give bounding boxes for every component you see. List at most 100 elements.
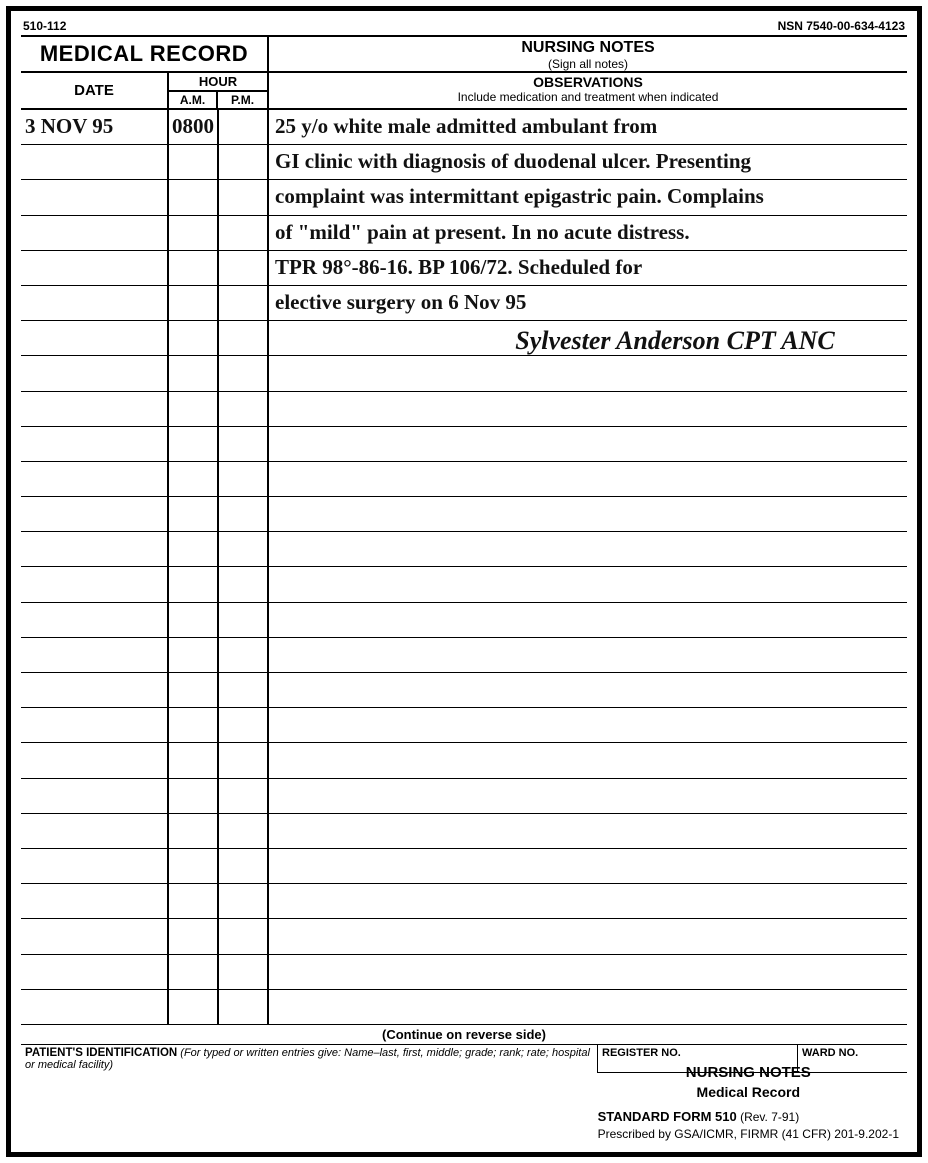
date-cell[interactable] <box>21 849 169 883</box>
obs-cell[interactable]: complaint was intermittant epigastric pa… <box>269 180 907 214</box>
am-cell[interactable] <box>169 532 219 566</box>
pm-cell[interactable] <box>219 532 269 566</box>
pm-cell[interactable] <box>219 849 269 883</box>
pm-cell[interactable] <box>219 392 269 426</box>
am-cell[interactable] <box>169 462 219 496</box>
obs-cell[interactable] <box>269 356 907 390</box>
pm-cell[interactable] <box>219 216 269 250</box>
obs-cell[interactable] <box>269 990 907 1024</box>
obs-cell[interactable] <box>269 708 907 742</box>
date-cell[interactable] <box>21 919 169 953</box>
am-cell[interactable] <box>169 251 219 285</box>
date-cell[interactable] <box>21 356 169 390</box>
pm-cell[interactable] <box>219 145 269 179</box>
pm-cell[interactable] <box>219 110 269 144</box>
pm-cell[interactable] <box>219 462 269 496</box>
pm-cell[interactable] <box>219 286 269 320</box>
am-cell[interactable] <box>169 743 219 777</box>
date-cell[interactable] <box>21 567 169 601</box>
am-cell[interactable] <box>169 814 219 848</box>
date-cell[interactable] <box>21 743 169 777</box>
am-cell[interactable] <box>169 779 219 813</box>
pm-cell[interactable] <box>219 603 269 637</box>
date-cell[interactable] <box>21 286 169 320</box>
pm-cell[interactable] <box>219 779 269 813</box>
date-cell[interactable] <box>21 990 169 1024</box>
obs-cell[interactable] <box>269 392 907 426</box>
obs-cell[interactable] <box>269 849 907 883</box>
date-cell[interactable] <box>21 603 169 637</box>
obs-cell[interactable]: of "mild" pain at present. In no acute d… <box>269 216 907 250</box>
obs-cell[interactable] <box>269 497 907 531</box>
date-cell[interactable] <box>21 532 169 566</box>
pm-cell[interactable] <box>219 567 269 601</box>
am-cell[interactable] <box>169 145 219 179</box>
pm-cell[interactable] <box>219 638 269 672</box>
am-cell[interactable] <box>169 356 219 390</box>
date-cell[interactable] <box>21 462 169 496</box>
am-cell[interactable]: 0800 <box>169 110 219 144</box>
date-cell[interactable] <box>21 427 169 461</box>
am-cell[interactable] <box>169 708 219 742</box>
pm-cell[interactable] <box>219 708 269 742</box>
obs-cell[interactable] <box>269 638 907 672</box>
am-cell[interactable] <box>169 990 219 1024</box>
obs-cell[interactable]: GI clinic with diagnosis of duodenal ulc… <box>269 145 907 179</box>
date-cell[interactable] <box>21 251 169 285</box>
date-cell[interactable] <box>21 779 169 813</box>
date-cell[interactable] <box>21 497 169 531</box>
am-cell[interactable] <box>169 392 219 426</box>
date-cell[interactable]: 3 NOV 95 <box>21 110 169 144</box>
date-cell[interactable] <box>21 145 169 179</box>
obs-cell[interactable]: Sylvester Anderson CPT ANC <box>269 321 907 355</box>
pm-cell[interactable] <box>219 814 269 848</box>
obs-cell[interactable] <box>269 462 907 496</box>
obs-cell[interactable] <box>269 884 907 918</box>
am-cell[interactable] <box>169 427 219 461</box>
obs-cell[interactable] <box>269 743 907 777</box>
date-cell[interactable] <box>21 884 169 918</box>
obs-cell[interactable] <box>269 779 907 813</box>
date-cell[interactable] <box>21 392 169 426</box>
obs-cell[interactable] <box>269 603 907 637</box>
am-cell[interactable] <box>169 216 219 250</box>
obs-cell[interactable] <box>269 919 907 953</box>
am-cell[interactable] <box>169 955 219 989</box>
am-cell[interactable] <box>169 497 219 531</box>
pm-cell[interactable] <box>219 321 269 355</box>
obs-cell[interactable]: 25 y/o white male admitted ambulant from <box>269 110 907 144</box>
date-cell[interactable] <box>21 955 169 989</box>
am-cell[interactable] <box>169 673 219 707</box>
obs-cell[interactable] <box>269 532 907 566</box>
obs-cell[interactable]: elective surgery on 6 Nov 95 <box>269 286 907 320</box>
pm-cell[interactable] <box>219 955 269 989</box>
date-cell[interactable] <box>21 814 169 848</box>
am-cell[interactable] <box>169 567 219 601</box>
am-cell[interactable] <box>169 180 219 214</box>
pm-cell[interactable] <box>219 427 269 461</box>
obs-cell[interactable] <box>269 567 907 601</box>
date-cell[interactable] <box>21 638 169 672</box>
date-cell[interactable] <box>21 673 169 707</box>
am-cell[interactable] <box>169 884 219 918</box>
date-cell[interactable] <box>21 216 169 250</box>
pm-cell[interactable] <box>219 884 269 918</box>
pm-cell[interactable] <box>219 180 269 214</box>
am-cell[interactable] <box>169 849 219 883</box>
pm-cell[interactable] <box>219 919 269 953</box>
obs-cell[interactable] <box>269 814 907 848</box>
pm-cell[interactable] <box>219 743 269 777</box>
obs-cell[interactable] <box>269 673 907 707</box>
date-cell[interactable] <box>21 321 169 355</box>
am-cell[interactable] <box>169 603 219 637</box>
pm-cell[interactable] <box>219 497 269 531</box>
pm-cell[interactable] <box>219 356 269 390</box>
am-cell[interactable] <box>169 321 219 355</box>
obs-cell[interactable] <box>269 955 907 989</box>
pm-cell[interactable] <box>219 990 269 1024</box>
pm-cell[interactable] <box>219 673 269 707</box>
am-cell[interactable] <box>169 286 219 320</box>
date-cell[interactable] <box>21 180 169 214</box>
am-cell[interactable] <box>169 919 219 953</box>
pm-cell[interactable] <box>219 251 269 285</box>
